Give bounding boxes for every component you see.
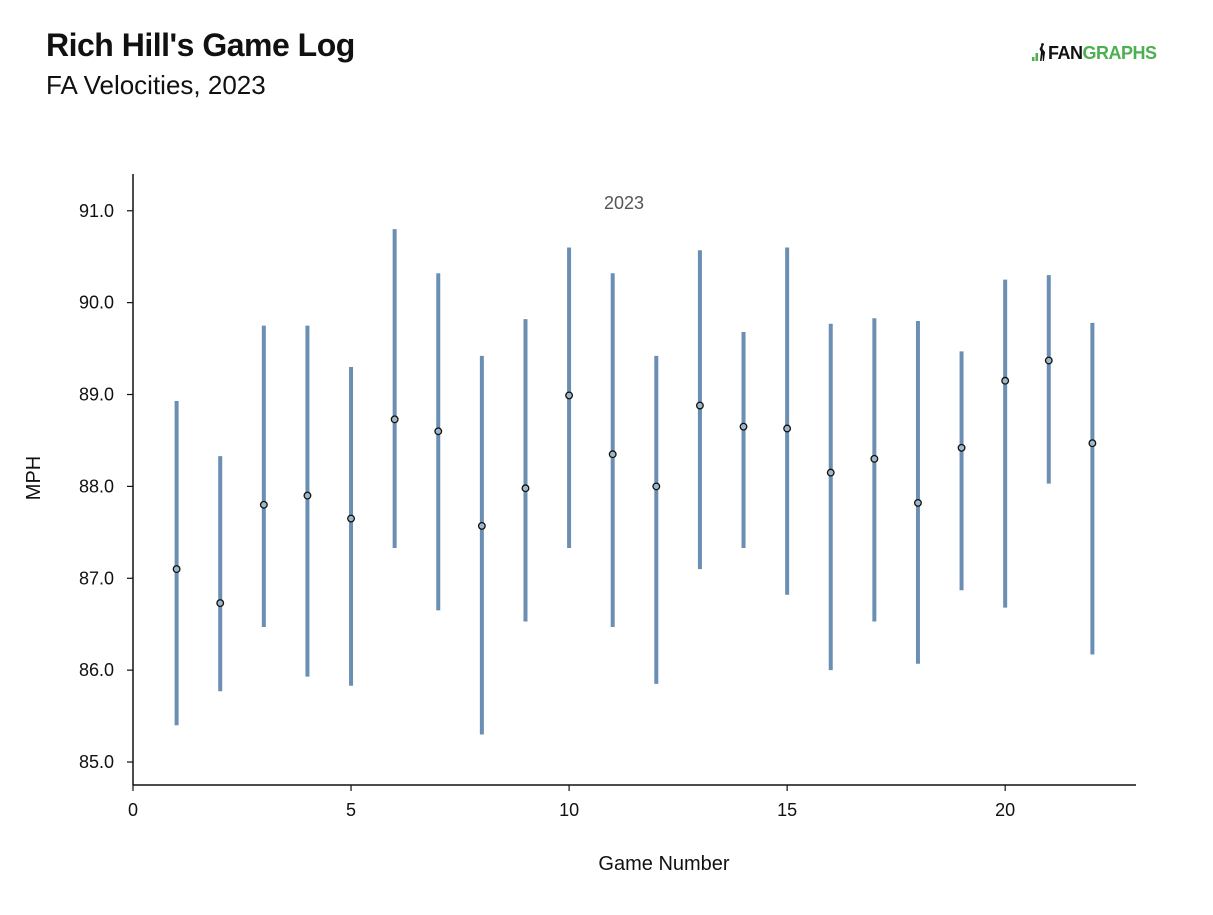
fangraphs-logo-icon bbox=[1032, 43, 1046, 63]
y-tick-label: 87.0 bbox=[79, 568, 114, 588]
avg-point-game-1 bbox=[172, 565, 181, 574]
x-axis-label: Game Number bbox=[598, 853, 729, 875]
fangraphs-logo[interactable]: FAN GRAPHS bbox=[1032, 42, 1157, 64]
y-tick-label: 89.0 bbox=[79, 385, 114, 405]
avg-point-game-22 bbox=[1088, 439, 1097, 448]
avg-point-game-3 bbox=[259, 500, 268, 509]
avg-points bbox=[172, 356, 1097, 608]
avg-point-game-4 bbox=[303, 491, 312, 500]
logo-text-fan: FAN bbox=[1048, 42, 1083, 63]
avg-point-game-18 bbox=[914, 498, 922, 507]
y-tick-label: 90.0 bbox=[79, 293, 114, 313]
y-tick-label: 86.0 bbox=[79, 660, 114, 680]
avg-point-game-9 bbox=[521, 484, 530, 493]
avg-point-game-17 bbox=[870, 454, 879, 463]
avg-point-game-11 bbox=[608, 450, 617, 459]
avg-point-game-5 bbox=[347, 514, 355, 523]
x-tick-label: 20 bbox=[995, 800, 1015, 820]
chart-title: Rich Hill's Game Log bbox=[46, 27, 355, 63]
avg-point-game-10 bbox=[565, 391, 574, 400]
avg-point-game-6 bbox=[390, 415, 399, 424]
chart-annotation: 2023 bbox=[604, 193, 644, 213]
x-ticks: 0 5 10 15 20 bbox=[128, 785, 1015, 820]
avg-point-game-7 bbox=[434, 427, 443, 436]
x-tick-label: 10 bbox=[559, 800, 579, 820]
x-tick-label: 15 bbox=[777, 800, 797, 820]
avg-point-game-12 bbox=[652, 482, 661, 491]
y-ticks: 85.0 86.0 87.0 88.0 89.0 90.0 91.0 bbox=[79, 201, 133, 772]
avg-point-game-2 bbox=[216, 599, 225, 608]
avg-point-game-20 bbox=[1001, 376, 1010, 385]
avg-point-game-13 bbox=[695, 401, 704, 410]
avg-point-game-15 bbox=[783, 424, 792, 433]
x-tick-label: 0 bbox=[128, 800, 138, 820]
avg-point-game-19 bbox=[957, 443, 966, 452]
x-tick-label: 5 bbox=[346, 800, 356, 820]
avg-point-game-8 bbox=[477, 521, 486, 530]
chart-subtitle: FA Velocities, 2023 bbox=[46, 70, 266, 100]
avg-point-game-14 bbox=[739, 422, 748, 431]
logo-text-graphs: GRAPHS bbox=[1082, 42, 1158, 63]
y-tick-label: 91.0 bbox=[79, 201, 114, 221]
range-bars bbox=[174, 229, 1095, 735]
avg-point-game-16 bbox=[826, 468, 835, 477]
y-tick-label: 88.0 bbox=[79, 476, 114, 496]
y-axis-label: MPH bbox=[23, 456, 45, 500]
avg-point-game-21 bbox=[1044, 356, 1053, 365]
y-tick-label: 85.0 bbox=[79, 752, 114, 772]
